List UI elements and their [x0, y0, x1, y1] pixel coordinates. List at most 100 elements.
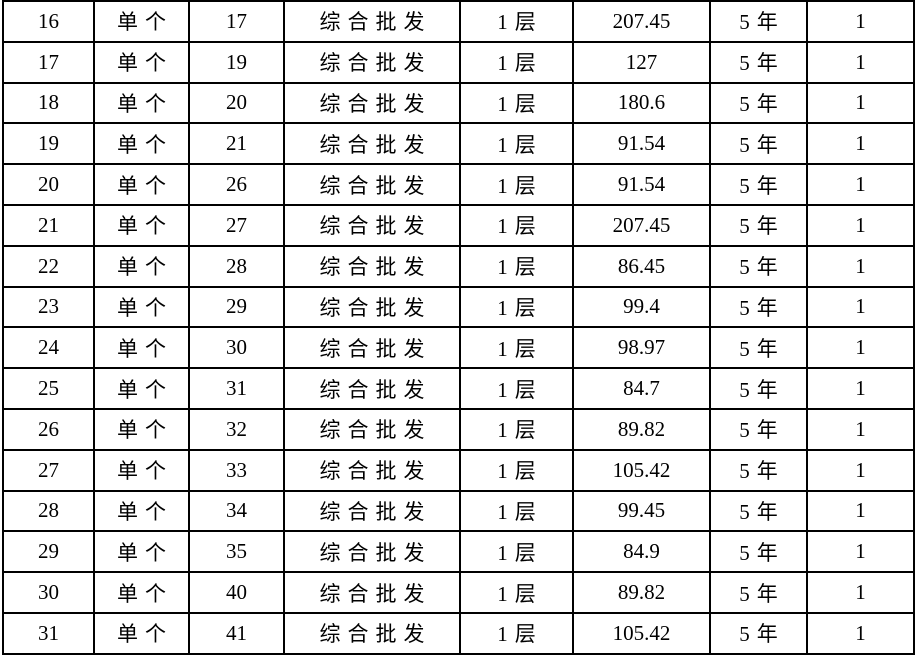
cell-term: 5年 — [709, 448, 808, 492]
cell-type-text: 单个 — [117, 51, 173, 76]
cell-term-text: 5年 — [739, 377, 785, 402]
cell-count-text: 1 — [855, 90, 866, 115]
cell-floor: 1层 — [459, 326, 574, 370]
cell-value: 99.4 — [572, 285, 711, 329]
cell-count-text: 1 — [855, 172, 866, 197]
cell-category-text: 综合批发 — [319, 255, 432, 280]
cell-type-text: 单个 — [117, 10, 173, 35]
cell-count-text: 1 — [855, 8, 866, 33]
cell-value-text: 207.45 — [612, 212, 671, 237]
cell-category: 综合批发 — [283, 163, 461, 206]
cell-number-text: 27 — [226, 212, 247, 237]
cell-category: 综合批发 — [283, 285, 461, 329]
cell-row-no-text: 27 — [38, 457, 59, 482]
cell-row-no-text: 17 — [38, 49, 59, 74]
cell-number: 26 — [188, 163, 285, 206]
cell-term: 5年 — [709, 81, 808, 125]
cell-floor-text: 1层 — [497, 173, 543, 198]
cell-floor: 1层 — [459, 489, 574, 533]
cell-row-no: 24 — [2, 326, 95, 370]
cell-row-no: 27 — [2, 448, 95, 492]
cell-floor: 1层 — [459, 530, 574, 574]
cell-row-no-text: 22 — [38, 253, 59, 278]
cell-category-text: 综合批发 — [319, 132, 432, 157]
cell-type: 单个 — [93, 571, 190, 614]
cell-number: 20 — [188, 81, 285, 125]
cell-value-text: 99.45 — [617, 498, 666, 523]
cell-category-text: 综合批发 — [319, 499, 432, 524]
cell-count-text: 1 — [855, 539, 866, 564]
cell-type-text: 单个 — [117, 336, 173, 361]
cell-term-text: 5年 — [739, 581, 785, 606]
cell-category: 综合批发 — [283, 244, 461, 288]
cell-count-text: 1 — [855, 620, 866, 645]
cell-value: 84.7 — [572, 367, 711, 410]
cell-floor: 1层 — [459, 367, 574, 410]
cell-term: 5年 — [709, 244, 808, 288]
table-row: 22 单个 28 综合批发 1层 86.45 5年 1 — [2, 244, 915, 288]
cell-count-text: 1 — [855, 253, 866, 278]
cell-term-text: 5年 — [739, 540, 785, 565]
cell-row-no-text: 24 — [38, 335, 59, 360]
table-row: 29 单个 35 综合批发 1层 84.9 5年 1 — [2, 530, 915, 574]
cell-count: 1 — [806, 326, 915, 370]
cell-category: 综合批发 — [283, 326, 461, 370]
table-row: 18 单个 20 综合批发 1层 180.6 5年 1 — [2, 81, 915, 125]
cell-row-no: 28 — [2, 489, 95, 533]
cell-term-text: 5年 — [739, 132, 785, 157]
cell-count: 1 — [806, 448, 915, 492]
table-row: 30 单个 40 综合批发 1层 89.82 5年 1 — [2, 571, 915, 614]
cell-type: 单个 — [93, 530, 190, 574]
cell-count-text: 1 — [855, 212, 866, 237]
cell-category: 综合批发 — [283, 489, 461, 533]
cell-count: 1 — [806, 571, 915, 614]
cell-type-text: 单个 — [117, 540, 173, 565]
cell-value-text: 127 — [625, 49, 658, 74]
cell-number: 30 — [188, 326, 285, 370]
cell-row-no-text: 16 — [38, 8, 59, 33]
cell-count: 1 — [806, 611, 915, 655]
cell-floor: 1层 — [459, 285, 574, 329]
cell-count-text: 1 — [855, 498, 866, 523]
cell-floor-text: 1层 — [497, 295, 543, 320]
cell-term: 5年 — [709, 530, 808, 574]
cell-number-text: 17 — [226, 8, 247, 33]
cell-value-text: 84.7 — [623, 376, 660, 401]
cell-number: 35 — [188, 530, 285, 574]
cell-row-no-text: 18 — [38, 90, 59, 115]
cell-value-text: 207.45 — [612, 8, 671, 33]
cell-term: 5年 — [709, 407, 808, 451]
cell-value-text: 89.82 — [617, 416, 666, 441]
cell-number: 17 — [188, 0, 285, 43]
cell-category-text: 综合批发 — [319, 51, 432, 76]
cell-floor-text: 1层 — [497, 459, 543, 484]
cell-count: 1 — [806, 0, 915, 43]
cell-value-text: 86.45 — [617, 253, 666, 278]
cell-number: 27 — [188, 203, 285, 247]
cell-type-text: 单个 — [117, 214, 173, 239]
cell-type: 单个 — [93, 40, 190, 84]
cell-count: 1 — [806, 163, 915, 206]
cell-term: 5年 — [709, 203, 808, 247]
cell-category: 综合批发 — [283, 407, 461, 451]
cell-row-no: 17 — [2, 40, 95, 84]
cell-value: 207.45 — [572, 203, 711, 247]
cell-count-text: 1 — [855, 457, 866, 482]
cell-count: 1 — [806, 122, 915, 166]
table-row: 16 单个 17 综合批发 1层 207.45 5年 1 — [2, 0, 915, 43]
cell-category: 综合批发 — [283, 81, 461, 125]
cell-number: 19 — [188, 40, 285, 84]
cell-term-text: 5年 — [739, 459, 785, 484]
cell-floor-text: 1层 — [497, 132, 543, 157]
cell-floor-text: 1层 — [497, 499, 543, 524]
cell-count-text: 1 — [855, 294, 866, 319]
cell-count-text: 1 — [855, 131, 866, 156]
cell-row-no: 29 — [2, 530, 95, 574]
cell-category: 综合批发 — [283, 0, 461, 43]
cell-number-text: 32 — [226, 416, 247, 441]
cell-type-text: 单个 — [117, 91, 173, 116]
cell-category-text: 综合批发 — [319, 418, 432, 443]
cell-floor-text: 1层 — [497, 91, 543, 116]
cell-type: 单个 — [93, 122, 190, 166]
